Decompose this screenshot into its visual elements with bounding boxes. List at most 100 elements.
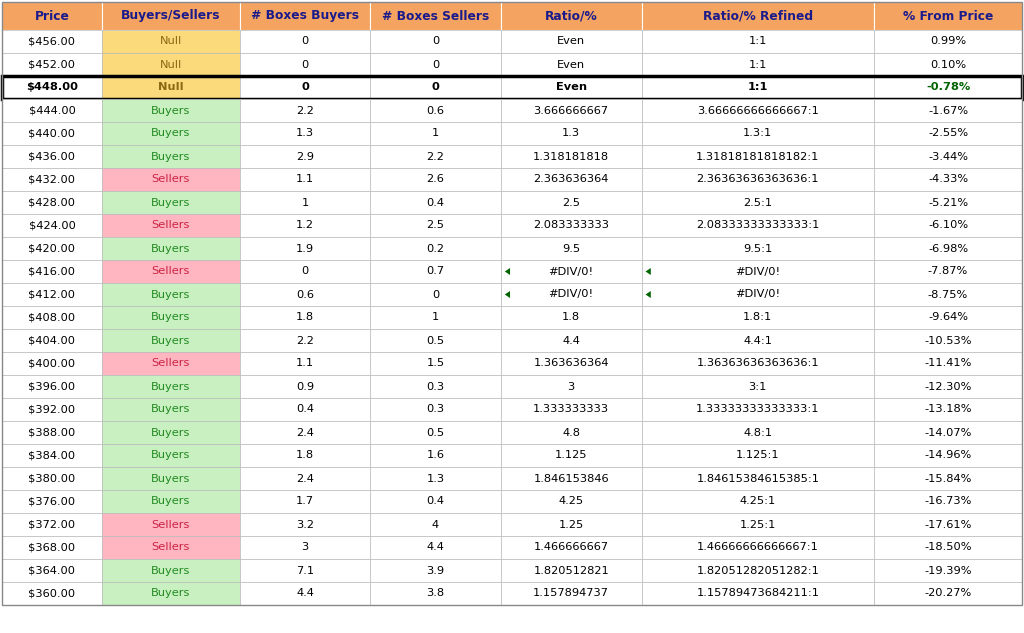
Bar bbox=[642, 536, 874, 559]
Text: 9.5:1: 9.5:1 bbox=[743, 244, 772, 253]
Bar bbox=[501, 306, 642, 329]
Text: 2.2: 2.2 bbox=[427, 151, 444, 161]
Text: Buyers: Buyers bbox=[152, 335, 190, 346]
Text: $376.00: $376.00 bbox=[29, 496, 76, 506]
Bar bbox=[2, 2, 102, 30]
Text: $444.00: $444.00 bbox=[29, 106, 76, 115]
Bar bbox=[240, 536, 371, 559]
Text: -3.44%: -3.44% bbox=[928, 151, 968, 161]
Text: 1.31818181818182:1: 1.31818181818182:1 bbox=[696, 151, 819, 161]
Text: 0: 0 bbox=[432, 289, 439, 299]
Bar bbox=[240, 421, 371, 444]
Bar bbox=[102, 237, 240, 260]
Bar bbox=[642, 283, 874, 306]
Polygon shape bbox=[505, 291, 510, 298]
Bar bbox=[371, 122, 501, 145]
Text: -5.21%: -5.21% bbox=[928, 197, 968, 208]
Bar bbox=[874, 2, 1022, 30]
Text: 1.820512821: 1.820512821 bbox=[534, 565, 609, 575]
Bar bbox=[501, 76, 642, 99]
Text: 4.8: 4.8 bbox=[562, 427, 581, 437]
Bar bbox=[874, 283, 1022, 306]
Text: 1.3: 1.3 bbox=[562, 128, 581, 139]
Text: 1.33333333333333:1: 1.33333333333333:1 bbox=[696, 404, 819, 415]
Bar bbox=[371, 214, 501, 237]
Bar bbox=[501, 352, 642, 375]
Bar bbox=[102, 421, 240, 444]
Bar bbox=[642, 191, 874, 214]
Bar bbox=[2, 283, 102, 306]
Text: -6.98%: -6.98% bbox=[928, 244, 968, 253]
Text: 0.10%: 0.10% bbox=[930, 60, 966, 70]
Bar bbox=[501, 329, 642, 352]
Text: # Boxes Sellers: # Boxes Sellers bbox=[382, 9, 489, 23]
Bar bbox=[240, 168, 371, 191]
Bar bbox=[501, 536, 642, 559]
Bar bbox=[501, 237, 642, 260]
Bar bbox=[2, 421, 102, 444]
Text: Buyers: Buyers bbox=[152, 496, 190, 506]
Text: 2.363636364: 2.363636364 bbox=[534, 175, 609, 184]
Text: 1.333333333: 1.333333333 bbox=[534, 404, 609, 415]
Text: 3.9: 3.9 bbox=[426, 565, 444, 575]
Text: $392.00: $392.00 bbox=[29, 404, 76, 415]
Bar bbox=[102, 283, 240, 306]
Text: 1.7: 1.7 bbox=[296, 496, 314, 506]
Bar bbox=[240, 53, 371, 76]
Bar bbox=[2, 329, 102, 352]
Bar bbox=[2, 237, 102, 260]
Bar bbox=[642, 260, 874, 283]
Bar bbox=[102, 53, 240, 76]
Bar bbox=[102, 306, 240, 329]
Text: Buyers/Sellers: Buyers/Sellers bbox=[121, 9, 220, 23]
Bar bbox=[2, 559, 102, 582]
Bar bbox=[240, 145, 371, 168]
Text: $432.00: $432.00 bbox=[29, 175, 76, 184]
Text: 2.9: 2.9 bbox=[296, 151, 314, 161]
Bar bbox=[371, 260, 501, 283]
Bar bbox=[2, 490, 102, 513]
Bar bbox=[371, 53, 501, 76]
Bar bbox=[102, 352, 240, 375]
Text: 1.3: 1.3 bbox=[426, 473, 444, 484]
Bar bbox=[501, 53, 642, 76]
Text: 3.2: 3.2 bbox=[296, 520, 314, 529]
Bar bbox=[2, 467, 102, 490]
Bar bbox=[642, 513, 874, 536]
Text: 1:1: 1:1 bbox=[749, 37, 767, 46]
Text: 1.82051282051282:1: 1.82051282051282:1 bbox=[696, 565, 819, 575]
Text: Null: Null bbox=[160, 37, 182, 46]
Text: $404.00: $404.00 bbox=[29, 335, 76, 346]
Text: $424.00: $424.00 bbox=[29, 220, 76, 230]
Bar bbox=[501, 122, 642, 145]
Text: Null: Null bbox=[160, 60, 182, 70]
Polygon shape bbox=[505, 268, 510, 275]
Text: 1.3: 1.3 bbox=[296, 128, 314, 139]
Bar bbox=[874, 306, 1022, 329]
Bar bbox=[501, 398, 642, 421]
Text: 0: 0 bbox=[301, 82, 309, 92]
Text: $400.00: $400.00 bbox=[29, 358, 76, 368]
Bar bbox=[2, 214, 102, 237]
Bar bbox=[2, 582, 102, 605]
Text: 1.84615384615385:1: 1.84615384615385:1 bbox=[696, 473, 819, 484]
Text: 2.2: 2.2 bbox=[296, 106, 314, 115]
Bar bbox=[371, 375, 501, 398]
Bar bbox=[2, 53, 102, 76]
Bar bbox=[2, 513, 102, 536]
Bar bbox=[874, 191, 1022, 214]
Text: $456.00: $456.00 bbox=[29, 37, 76, 46]
Bar bbox=[642, 122, 874, 145]
Text: Sellers: Sellers bbox=[152, 175, 190, 184]
Text: -6.10%: -6.10% bbox=[928, 220, 968, 230]
Bar bbox=[2, 260, 102, 283]
Text: 2.08333333333333:1: 2.08333333333333:1 bbox=[696, 220, 819, 230]
Text: Sellers: Sellers bbox=[152, 520, 190, 529]
Bar bbox=[642, 145, 874, 168]
Text: Buyers: Buyers bbox=[152, 589, 190, 598]
Text: $440.00: $440.00 bbox=[29, 128, 76, 139]
Text: 1: 1 bbox=[301, 197, 308, 208]
Bar bbox=[240, 122, 371, 145]
Bar bbox=[2, 76, 102, 99]
Bar bbox=[501, 168, 642, 191]
